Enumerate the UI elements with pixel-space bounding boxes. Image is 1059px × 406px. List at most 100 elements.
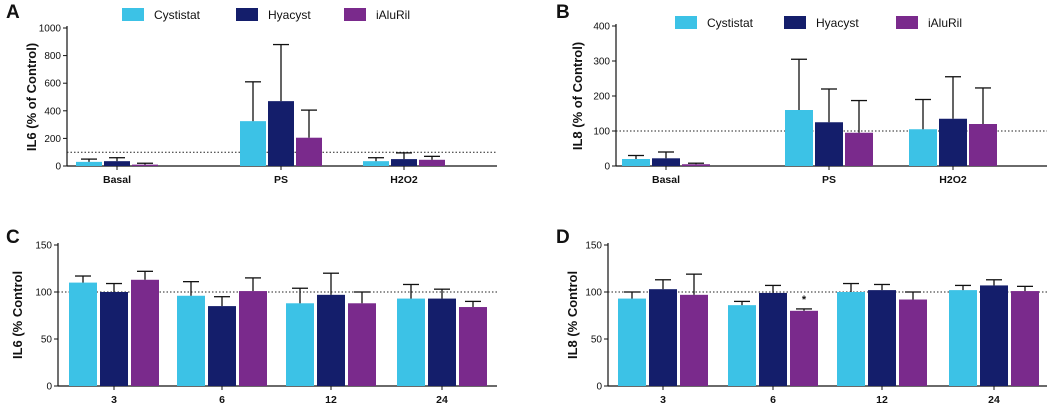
bar-cystistat xyxy=(363,161,389,166)
x-tick-label: 3 xyxy=(111,394,117,406)
bar-ialuril xyxy=(132,164,158,166)
bar-cystistat xyxy=(240,121,266,166)
bar-cystistat xyxy=(618,298,646,386)
bar-cystistat xyxy=(397,298,425,386)
legend-label: iAluRil xyxy=(376,8,410,22)
bar-cystistat xyxy=(909,129,937,166)
legend-label: Cystistat xyxy=(707,16,754,30)
y-tick-label: 0 xyxy=(596,382,602,393)
x-tick-label: Basal xyxy=(652,174,680,186)
bar-cystistat xyxy=(76,161,102,166)
bar-hyacyst xyxy=(649,289,677,386)
y-tick-label: 0 xyxy=(604,162,610,173)
bar-hyacyst xyxy=(980,285,1008,386)
x-tick-label: 12 xyxy=(325,394,337,406)
legend-swatch-cystistat xyxy=(122,8,144,21)
x-tick-label: 24 xyxy=(988,394,1000,406)
legend-swatch-ialuril xyxy=(896,16,918,29)
x-tick-label: PS xyxy=(274,174,288,186)
bar-cystistat xyxy=(728,305,756,386)
x-tick-label: 6 xyxy=(770,394,776,406)
bar-cystistat xyxy=(69,282,97,386)
bar-hyacyst xyxy=(208,306,236,386)
y-tick-label: 200 xyxy=(593,92,610,103)
y-tick-label: 400 xyxy=(44,106,61,117)
y-axis-label: IL6 (% Control xyxy=(10,271,25,359)
bar-ialuril xyxy=(1011,291,1039,386)
y-tick-label: 100 xyxy=(35,288,52,299)
bar-hyacyst xyxy=(391,159,417,166)
x-tick-label: 6 xyxy=(219,394,225,406)
y-tick-label: 0 xyxy=(46,382,52,393)
bar-ialuril xyxy=(899,299,927,386)
legend-swatch-cystistat xyxy=(675,16,697,29)
bar-hyacyst xyxy=(268,101,294,166)
y-tick-label: 100 xyxy=(585,288,602,299)
chart-panel-c: C IL6 (% Control 0 50 100 150 3 6 12 24 xyxy=(6,227,497,406)
bar-hyacyst xyxy=(939,118,967,166)
panel-letter: D xyxy=(556,227,570,248)
legend-label: Hyacyst xyxy=(816,16,859,30)
x-tick-label: Basal xyxy=(103,174,131,186)
bar-hyacyst xyxy=(868,290,896,386)
y-tick-label: 200 xyxy=(44,134,61,145)
chart-panel-b: B IL8 (% of Control) 0 100 200 300 400 Basal PS H… xyxy=(556,2,1047,186)
bar-cystistat xyxy=(785,110,813,166)
bar-ialuril xyxy=(131,279,159,386)
x-tick-label: H2O2 xyxy=(390,174,418,186)
panel-letter: B xyxy=(556,2,570,23)
panel-letter: C xyxy=(6,227,20,248)
bar-cystistat xyxy=(949,290,977,386)
bar-ialuril xyxy=(682,164,710,166)
y-tick-label: 50 xyxy=(41,335,53,346)
y-tick-label: 50 xyxy=(591,335,603,346)
bar-cystistat xyxy=(286,303,314,386)
bar-cystistat xyxy=(177,295,205,386)
y-tick-label: 600 xyxy=(44,79,61,90)
bar-ialuril xyxy=(969,124,997,166)
bar-ialuril xyxy=(239,291,267,386)
bar-ialuril xyxy=(348,303,376,386)
bar-ialuril xyxy=(296,137,322,166)
y-axis-label: IL8 (% Control xyxy=(565,271,580,359)
legend-label: Hyacyst xyxy=(268,8,311,22)
legend-label: Cystistat xyxy=(154,8,201,22)
bar-ialuril xyxy=(790,310,818,386)
y-tick-label: 1000 xyxy=(39,24,62,35)
y-tick-label: 150 xyxy=(585,241,602,252)
x-tick-label: 24 xyxy=(436,394,448,406)
chart-panel-a: A IL6 (% of Control) 0 200 400 600 800 1000 Basa… xyxy=(6,2,497,186)
legend-swatch-hyacyst xyxy=(784,16,806,29)
bar-ialuril xyxy=(845,132,873,166)
significance-marker: * xyxy=(802,294,807,306)
y-axis-label: IL8 (% of Control) xyxy=(570,42,585,150)
y-axis-label: IL6 (% of Control) xyxy=(24,43,39,151)
bar-ialuril xyxy=(680,294,708,386)
y-tick-label: 800 xyxy=(44,51,61,62)
y-tick-label: 0 xyxy=(55,162,61,173)
legend-swatch-ialuril xyxy=(344,8,366,21)
bar-hyacyst xyxy=(815,122,843,166)
x-tick-label: H2O2 xyxy=(939,174,967,186)
y-tick-label: 150 xyxy=(35,241,52,252)
chart-panel-d: D IL8 (% Control 0 50 100 150 3 6 12 24 * xyxy=(556,227,1047,406)
bar-ialuril xyxy=(419,159,445,166)
bar-ialuril xyxy=(459,307,487,386)
legend-swatch-hyacyst xyxy=(236,8,258,21)
legend-label: iAluRil xyxy=(928,16,962,30)
bar-hyacyst xyxy=(100,292,128,386)
x-tick-label: 3 xyxy=(660,394,666,406)
y-tick-label: 400 xyxy=(593,22,610,33)
bar-cystistat xyxy=(622,159,650,166)
panel-letter: A xyxy=(6,2,20,23)
bar-hyacyst xyxy=(317,294,345,386)
bar-hyacyst xyxy=(652,158,680,166)
bar-hyacyst xyxy=(428,298,456,386)
bar-hyacyst xyxy=(759,292,787,386)
y-tick-label: 300 xyxy=(593,57,610,68)
x-tick-label: 12 xyxy=(876,394,888,406)
y-tick-label: 100 xyxy=(593,127,610,138)
bar-cystistat xyxy=(837,292,865,386)
bar-hyacyst xyxy=(104,161,130,166)
